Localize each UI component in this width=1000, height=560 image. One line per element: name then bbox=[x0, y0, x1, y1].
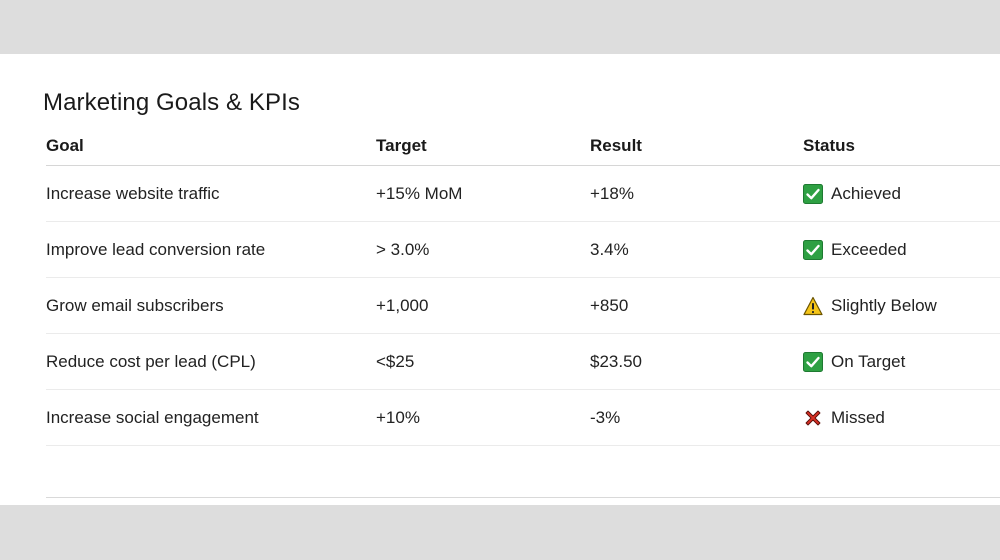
status-cell: Exceeded bbox=[803, 222, 907, 277]
column-header-result: Result bbox=[590, 136, 642, 155]
kpi-card: Marketing Goals & KPIs Goal Target Resul… bbox=[0, 54, 1000, 505]
target-cell: +10% bbox=[376, 407, 420, 427]
status-label: Missed bbox=[831, 407, 885, 427]
status-label: Exceeded bbox=[831, 239, 907, 259]
result-cell: +18% bbox=[590, 183, 634, 203]
target-cell: +15% MoM bbox=[376, 183, 463, 203]
goal-cell: Increase website traffic bbox=[46, 183, 220, 203]
page-title: Marketing Goals & KPIs bbox=[43, 89, 300, 116]
column-header-status: Status bbox=[803, 136, 855, 155]
column-header-goal: Goal bbox=[46, 136, 84, 155]
target-cell: > 3.0% bbox=[376, 239, 430, 259]
result-cell: +850 bbox=[590, 295, 629, 315]
warning-icon bbox=[803, 296, 823, 316]
table-row: Improve lead conversion rate > 3.0% 3.4%… bbox=[46, 222, 1000, 278]
goal-cell: Grow email subscribers bbox=[46, 295, 224, 315]
status-cell: On Target bbox=[803, 334, 905, 389]
table-row: Increase social engagement +10% -3% Miss… bbox=[46, 390, 1000, 446]
status-cell: Achieved bbox=[803, 166, 901, 221]
cross-icon bbox=[803, 408, 823, 428]
column-header-target: Target bbox=[376, 136, 427, 155]
goal-cell: Increase social engagement bbox=[46, 407, 259, 427]
result-cell: -3% bbox=[590, 407, 621, 427]
target-cell: <$25 bbox=[376, 351, 415, 371]
check-icon bbox=[803, 183, 823, 204]
kpi-table: Goal Target Result Status Increase websi… bbox=[46, 130, 1000, 446]
status-cell: Missed bbox=[803, 390, 885, 445]
status-cell: Slightly Below bbox=[803, 278, 937, 333]
status-label: Slightly Below bbox=[831, 295, 937, 315]
goal-cell: Reduce cost per lead (CPL) bbox=[46, 351, 256, 371]
divider bbox=[46, 497, 1000, 498]
goal-cell: Improve lead conversion rate bbox=[46, 239, 266, 259]
table-row: Reduce cost per lead (CPL) <$25 $23.50 O… bbox=[46, 334, 1000, 390]
result-cell: 3.4% bbox=[590, 239, 629, 259]
table-row: Grow email subscribers +1,000 +850 Sligh… bbox=[46, 278, 1000, 334]
check-icon bbox=[803, 239, 823, 260]
status-label: On Target bbox=[831, 351, 906, 371]
result-cell: $23.50 bbox=[590, 351, 642, 371]
check-icon bbox=[803, 351, 823, 372]
table-row: Increase website traffic +15% MoM +18% A… bbox=[46, 166, 1000, 222]
target-cell: +1,000 bbox=[376, 295, 429, 315]
table-header-row: Goal Target Result Status bbox=[46, 130, 1000, 166]
status-label: Achieved bbox=[831, 183, 901, 203]
